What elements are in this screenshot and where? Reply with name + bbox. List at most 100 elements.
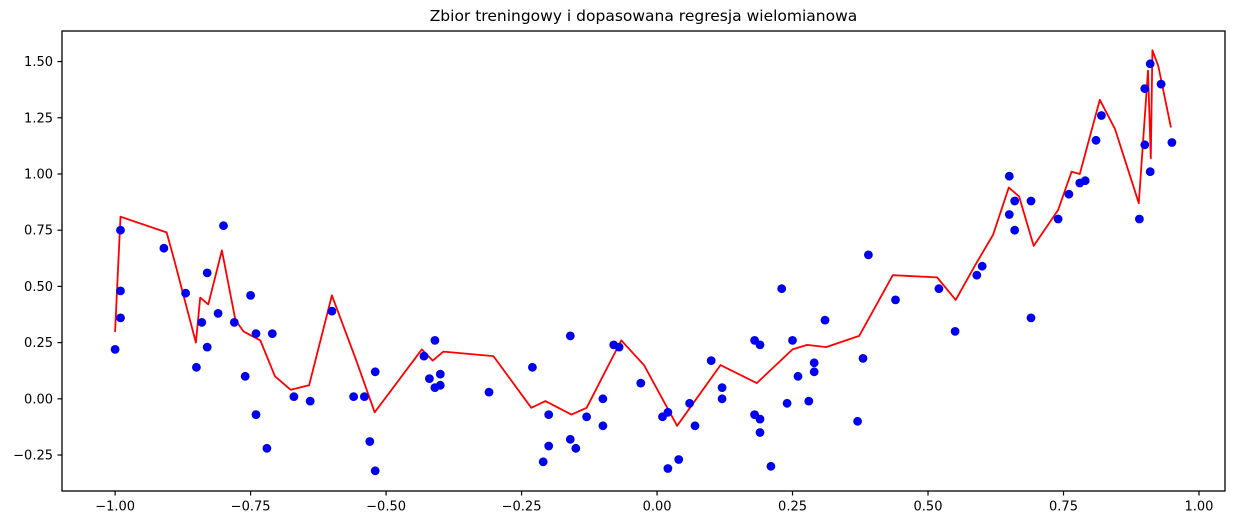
- scatter-point: [809, 358, 819, 368]
- scatter-point: [1026, 313, 1036, 323]
- y-tick-label: −0.25: [13, 449, 53, 464]
- scatter-point: [1135, 214, 1144, 224]
- scatter-point: [598, 394, 608, 404]
- scatter-point: [565, 434, 575, 444]
- scatter-point: [349, 392, 358, 401]
- scatter-point: [192, 362, 201, 372]
- scatter-point: [365, 437, 375, 446]
- scatter-point: [804, 396, 814, 406]
- scatter-point: [663, 464, 673, 473]
- scatter-point: [435, 380, 445, 390]
- scatter-point: [663, 407, 673, 417]
- plot-frame: [61, 30, 1226, 492]
- scatter-point: [251, 329, 261, 338]
- scatter-point: [864, 250, 873, 260]
- scatter-point: [219, 221, 228, 231]
- scatter-point: [755, 340, 765, 350]
- x-tick-label: −0.50: [366, 500, 406, 515]
- x-tick-label: 0.00: [643, 500, 672, 515]
- scatter-point: [977, 261, 987, 271]
- scatter-point: [972, 270, 982, 280]
- regression-line-layer: [114, 49, 1172, 427]
- y-tick-label: 0.50: [24, 280, 53, 295]
- scatter-point: [181, 288, 191, 298]
- scatter-point: [782, 398, 792, 408]
- scatter-point: [1140, 84, 1150, 93]
- scatter-point: [950, 327, 960, 336]
- scatter-point: [706, 356, 716, 365]
- scatter-point: [197, 318, 207, 327]
- scatter-point: [289, 392, 299, 401]
- scatter-point: [430, 336, 440, 345]
- x-tick-label: −1.00: [95, 500, 135, 515]
- x-axis-ticks: −1.00 −0.75 −0.50 −0.25 0.00 0.25 0.50 0.75 1.00: [95, 491, 1213, 515]
- scatter-point: [213, 309, 223, 318]
- scatter-point: [1156, 79, 1166, 89]
- scatter-point: [1064, 189, 1074, 199]
- scatter-point: [1167, 138, 1177, 147]
- x-tick-label: −0.75: [231, 500, 271, 515]
- y-tick-label: 1.25: [24, 111, 53, 126]
- scatter-point: [582, 412, 591, 422]
- scatter-point: [809, 367, 819, 377]
- scatter-point: [229, 318, 239, 327]
- scatter-point: [1080, 176, 1090, 186]
- y-tick-label: 1.50: [24, 55, 53, 70]
- scatter-point: [116, 313, 125, 323]
- y-tick-label: 0.25: [24, 336, 53, 351]
- scatter-point: [1091, 135, 1101, 145]
- scatter-point: [116, 286, 125, 296]
- scatter-point: [934, 284, 944, 294]
- scatter-point: [202, 268, 212, 278]
- scatter-point: [1053, 214, 1063, 224]
- regression-line: [114, 49, 1172, 427]
- scatter-point: [305, 396, 315, 406]
- scatter-point: [777, 284, 787, 294]
- x-tick-label: 0.50: [914, 500, 943, 515]
- y-tick-label: 0.75: [24, 224, 53, 239]
- training-points-layer: [110, 59, 1177, 476]
- scatter-point: [755, 428, 765, 437]
- scatter-point: [685, 398, 694, 408]
- scatter-point: [690, 421, 700, 431]
- scatter-point: [1026, 196, 1036, 206]
- scatter-point: [858, 354, 868, 363]
- x-tick-label: 0.25: [778, 500, 807, 515]
- scatter-point: [484, 387, 494, 397]
- scatter-point: [262, 443, 272, 453]
- chart-title: Zbior treningowy i dopasowana regresja w…: [430, 7, 858, 25]
- scatter-point: [435, 369, 445, 379]
- scatter-point: [1004, 210, 1014, 219]
- scatter-point: [1010, 225, 1020, 235]
- scatter-point: [674, 455, 684, 464]
- scatter-point: [327, 306, 337, 316]
- scatter-point: [891, 295, 900, 305]
- x-tick-label: 0.75: [1049, 500, 1078, 515]
- scatter-point: [538, 457, 548, 467]
- scatter-point: [636, 378, 646, 388]
- scatter-point: [1140, 140, 1150, 150]
- x-tick-label: 1.00: [1185, 500, 1214, 515]
- scatter-point: [240, 371, 250, 381]
- scatter-point: [110, 345, 120, 354]
- scatter-point: [360, 392, 369, 401]
- scatter-point: [755, 414, 765, 424]
- scatter-point: [1010, 196, 1020, 206]
- scatter-point: [159, 243, 169, 253]
- scatter-point: [717, 394, 727, 404]
- scatter-point: [1145, 59, 1155, 69]
- scatter-point: [1004, 171, 1014, 181]
- scatter-point: [425, 374, 434, 383]
- scatter-point: [853, 416, 862, 426]
- x-tick-label: −0.25: [502, 500, 542, 515]
- scatter-point: [370, 367, 380, 377]
- scatter-point: [116, 225, 125, 235]
- scatter-point: [1145, 167, 1155, 177]
- scatter-point: [820, 315, 830, 325]
- scatter-point: [419, 351, 429, 361]
- scatter-point: [251, 410, 261, 419]
- scatter-point: [565, 331, 575, 341]
- scatter-point: [1097, 111, 1106, 120]
